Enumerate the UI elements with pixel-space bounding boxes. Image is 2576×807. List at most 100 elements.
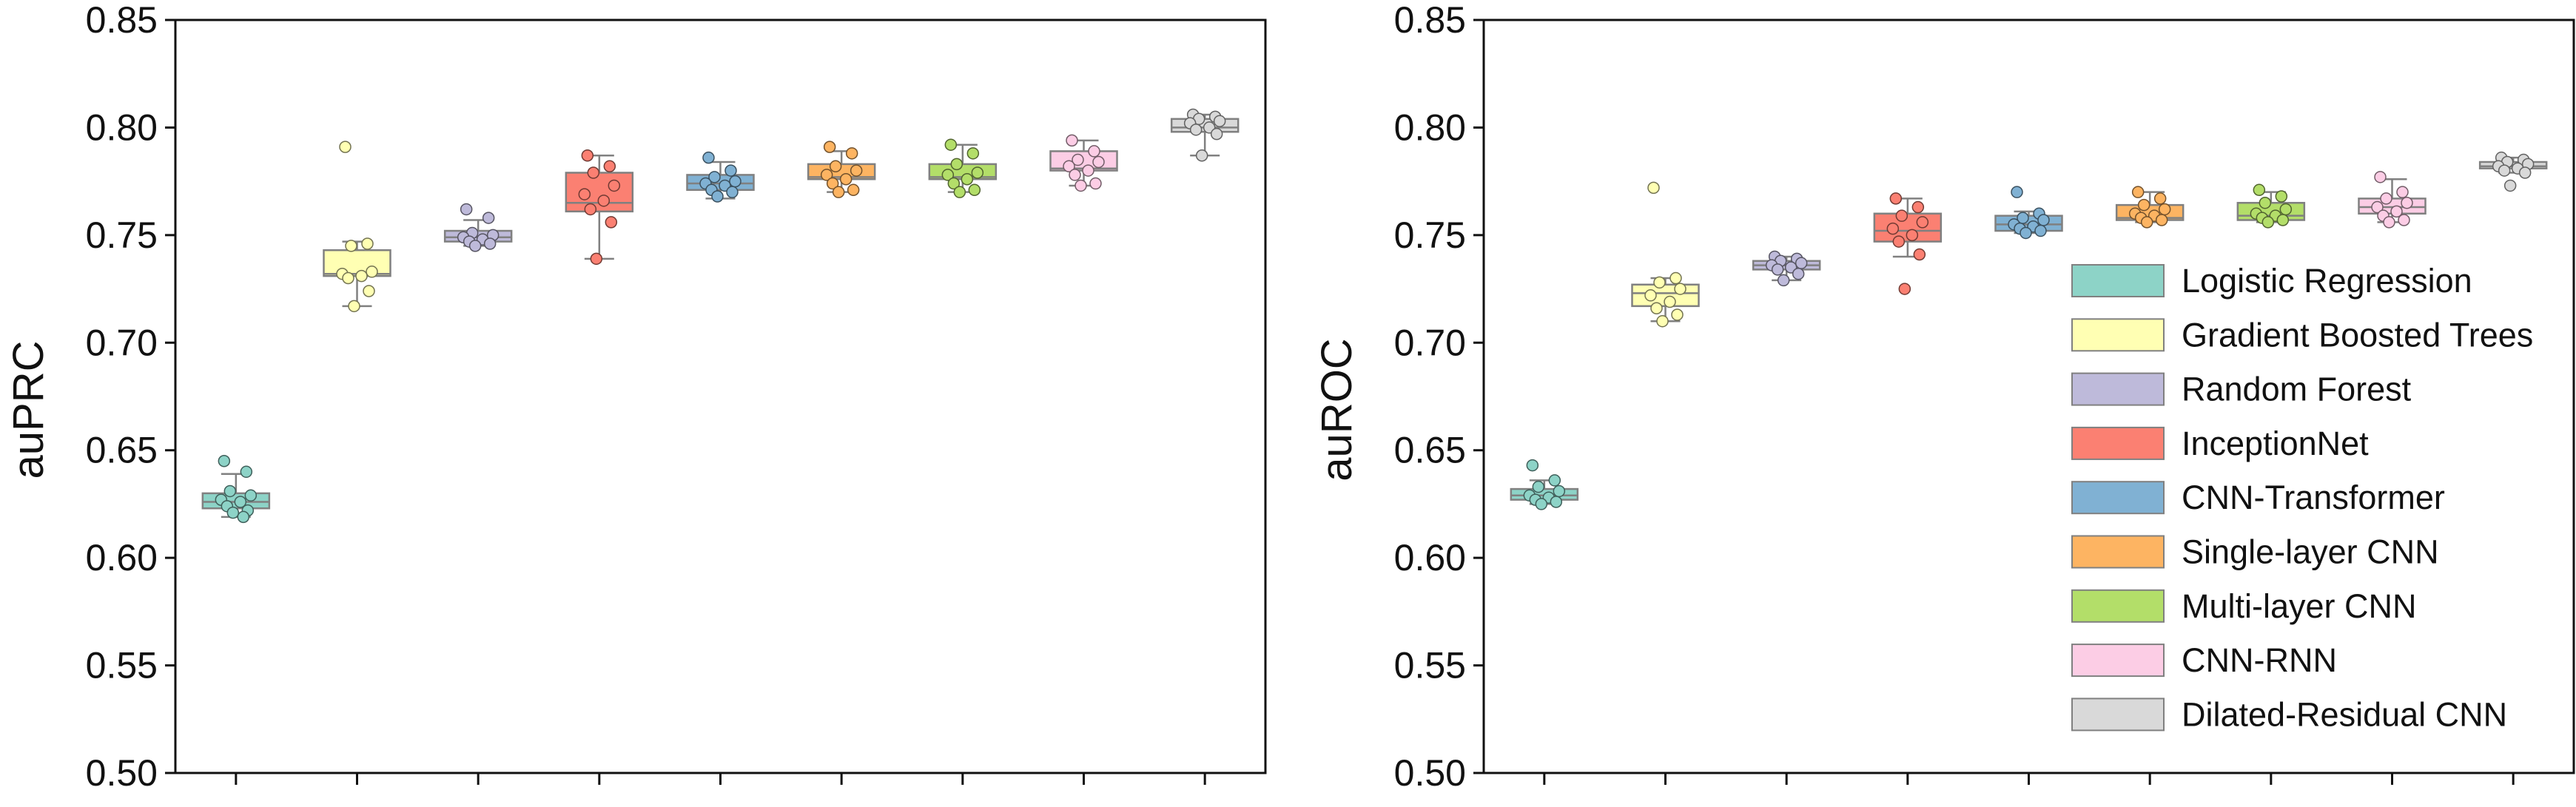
data-point xyxy=(1653,276,1666,289)
data-point xyxy=(1213,115,1226,127)
y-tick-label: 0.75 xyxy=(86,215,158,256)
data-point xyxy=(355,269,368,283)
y-tick-label: 0.65 xyxy=(1394,430,1466,471)
data-point xyxy=(944,138,958,151)
data-point xyxy=(1063,160,1075,173)
plot-frame xyxy=(174,18,1267,774)
box-group-inceptionnet xyxy=(565,149,634,785)
data-point xyxy=(1210,127,1223,141)
data-point xyxy=(584,203,597,216)
data-point xyxy=(1911,200,1925,214)
legend-swatch-cnn-rnn xyxy=(2071,644,2165,678)
data-point xyxy=(361,237,374,250)
data-point xyxy=(829,160,842,173)
data-point xyxy=(468,240,482,252)
box-group-cnn-rnn xyxy=(1049,134,1118,785)
y-tick-label: 0.70 xyxy=(1394,322,1466,363)
box-group-multi-layer-cnn xyxy=(2236,183,2306,785)
legend-label-single-layer-cnn: Single-layer CNN xyxy=(2182,533,2439,571)
auroc-panel: 0.50 0.55 0.60 0.65 0.70 0.75 0.80 0.85 auROC Log… xyxy=(1313,0,2575,794)
data-point xyxy=(483,237,497,250)
data-point xyxy=(218,455,231,467)
legend-label-dilated-residual-cnn: Dilated-Residual CNN xyxy=(2182,695,2507,733)
data-point xyxy=(1886,222,1900,235)
y-tick-label: 0.85 xyxy=(1394,0,1466,41)
data-point xyxy=(2374,171,2387,183)
data-point xyxy=(345,240,357,252)
data-point xyxy=(1913,248,1926,261)
data-point xyxy=(590,252,603,266)
box-group-random-forest xyxy=(1752,250,1821,785)
box-group-random-forest xyxy=(443,203,513,785)
y-tick-label: 0.60 xyxy=(1394,537,1466,578)
iqr-box xyxy=(565,172,634,213)
data-point xyxy=(1072,153,1084,166)
data-point xyxy=(1553,484,1566,498)
data-point xyxy=(850,164,863,177)
data-point xyxy=(578,188,591,200)
legend-swatch-cnn-transformer xyxy=(2071,481,2165,515)
data-point xyxy=(603,160,616,173)
data-point xyxy=(1550,496,1563,508)
iqr-box xyxy=(1631,283,1700,308)
data-point xyxy=(1671,308,1684,321)
data-point xyxy=(2037,214,2050,226)
data-point xyxy=(1898,283,1911,295)
data-point xyxy=(950,158,964,171)
data-point xyxy=(223,484,237,498)
legend-label-multi-layer-cnn: Multi-layer CNN xyxy=(2182,587,2417,625)
data-point xyxy=(2137,198,2150,212)
data-point xyxy=(839,172,852,186)
data-point xyxy=(1644,289,1657,302)
box-group-dilated-residual-cnn xyxy=(1170,108,1240,785)
legend-swatch-gradient-boosted-trees xyxy=(2071,318,2165,352)
data-point xyxy=(1189,124,1203,136)
data-point xyxy=(1656,314,1669,328)
data-point xyxy=(961,172,974,186)
data-point xyxy=(2390,205,2403,218)
data-point xyxy=(2253,183,2266,197)
legend-swatch-multi-layer-cnn xyxy=(2071,589,2165,623)
data-point xyxy=(941,169,955,181)
data-point xyxy=(1088,145,1100,158)
auprc-panel: 0.50 0.55 0.60 0.65 0.70 0.75 0.80 0.85 auPRC xyxy=(4,0,1267,794)
data-point xyxy=(2380,192,2392,205)
data-point xyxy=(2153,192,2167,205)
y-tick-label: 0.60 xyxy=(86,537,158,578)
data-point xyxy=(339,141,352,153)
y-tick-label: 0.70 xyxy=(86,322,158,363)
data-point xyxy=(1548,474,1561,487)
data-point xyxy=(237,510,250,524)
data-point xyxy=(1771,263,1784,276)
data-point xyxy=(1532,480,1545,493)
data-point xyxy=(1647,181,1660,195)
legend-label-gradient-boosted-trees: Gradient Boosted Trees xyxy=(2182,316,2533,354)
data-point xyxy=(966,147,980,160)
data-point xyxy=(348,300,360,313)
data-point xyxy=(605,216,618,229)
data-point xyxy=(363,285,375,297)
legend-label-cnn-rnn: CNN-RNN xyxy=(2182,641,2337,679)
box-group-cnn-rnn xyxy=(2358,171,2427,785)
data-point xyxy=(2383,216,2395,229)
data-point xyxy=(1916,216,1929,229)
data-point xyxy=(1089,177,1102,190)
data-point xyxy=(726,186,739,198)
data-point xyxy=(953,186,966,198)
legend-label-inceptionnet: InceptionNet xyxy=(2182,425,2369,462)
data-point xyxy=(1664,295,1676,308)
data-point xyxy=(2275,190,2288,203)
data-point xyxy=(597,195,611,207)
legend-label-cnn-transformer: CNN-Transformer xyxy=(2182,479,2445,516)
data-point xyxy=(608,179,621,192)
data-point xyxy=(2398,214,2410,226)
data-point xyxy=(2518,166,2532,179)
data-point xyxy=(2401,196,2413,209)
legend-label-random-forest: Random Forest xyxy=(2182,371,2412,408)
data-point xyxy=(968,183,981,197)
data-point xyxy=(244,489,258,502)
data-point xyxy=(342,271,354,285)
legend-swatch-random-forest xyxy=(2071,372,2165,406)
data-point xyxy=(460,203,473,216)
